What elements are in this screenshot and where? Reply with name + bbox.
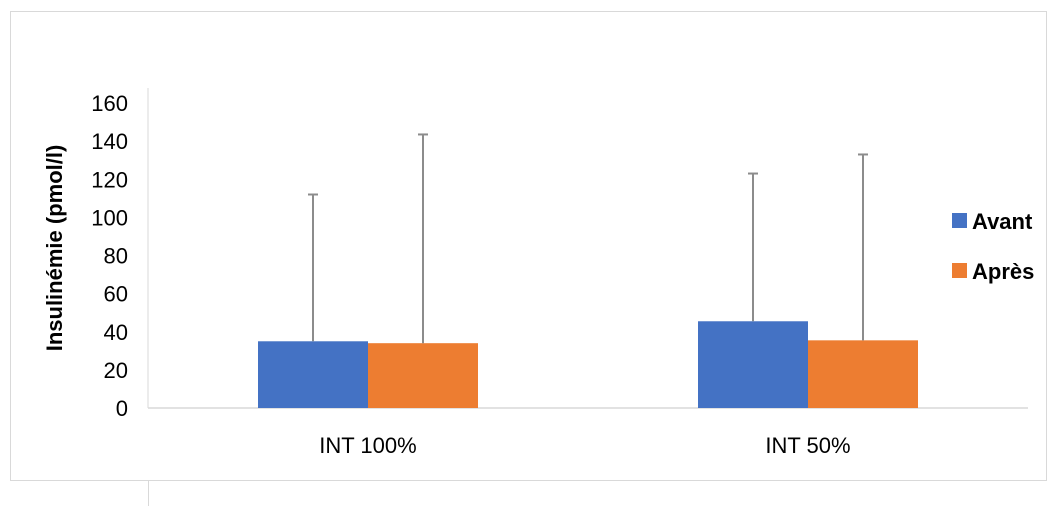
bar xyxy=(258,341,368,408)
legend-label: Avant xyxy=(972,209,1033,234)
y-tick-label: 0 xyxy=(116,396,128,421)
y-tick-label: 60 xyxy=(104,282,128,307)
y-tick-label: 140 xyxy=(91,129,128,154)
x-tick-label: INT 100% xyxy=(319,433,416,458)
x-tick-label: INT 50% xyxy=(765,433,850,458)
y-tick-label: 40 xyxy=(104,320,128,345)
y-tick-label: 160 xyxy=(91,91,128,116)
y-axis-label: Insulinémie (pmol/l) xyxy=(42,145,67,352)
legend-label: Après xyxy=(972,259,1034,284)
chart-area xyxy=(10,11,1047,481)
bar xyxy=(368,343,478,408)
y-tick-label: 100 xyxy=(91,205,128,230)
legend-swatch xyxy=(952,213,967,228)
bar xyxy=(808,340,918,408)
y-tick-label: 20 xyxy=(104,358,128,383)
legend-swatch xyxy=(952,263,967,278)
y-tick-label: 120 xyxy=(91,167,128,192)
axis-line-extension xyxy=(148,481,149,506)
bar xyxy=(698,321,808,408)
y-tick-label: 80 xyxy=(104,244,128,269)
